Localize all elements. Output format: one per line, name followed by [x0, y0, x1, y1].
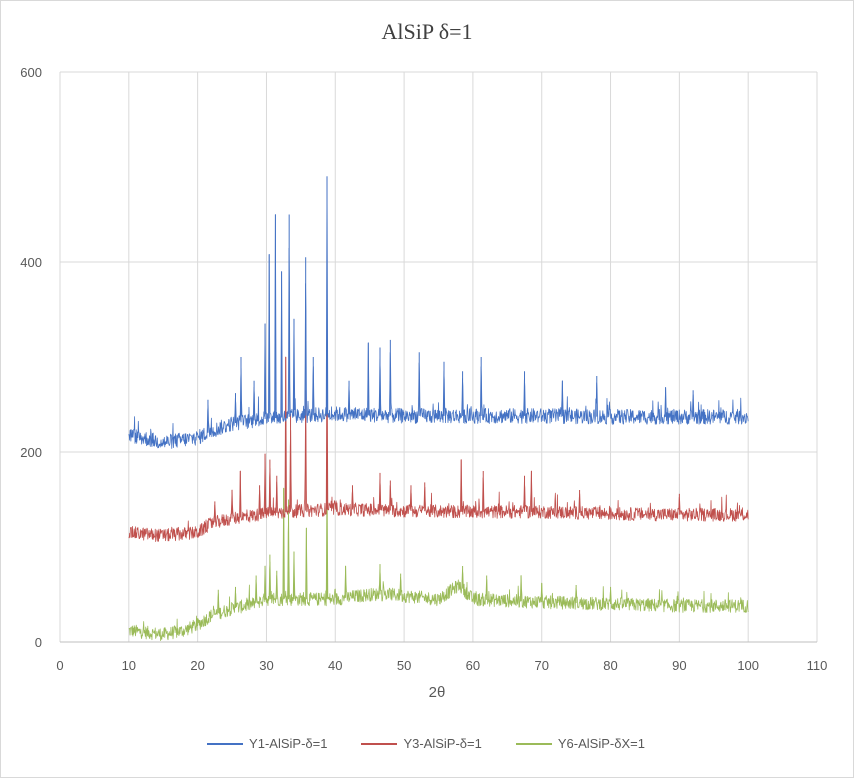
legend: Y1-AlSiP-δ=1 Y3-AlSiP-δ=1 Y6-AlSiP-δX=1 — [0, 736, 852, 751]
series-line — [128, 176, 749, 449]
x-tick-label: 50 — [397, 658, 411, 673]
legend-item: Y6-AlSiP-δX=1 — [515, 736, 645, 751]
legend-swatch — [515, 742, 552, 745]
legend-item: Y1-AlSiP-δ=1 — [207, 736, 327, 751]
x-tick-label: 100 — [737, 658, 759, 673]
series-layer — [128, 176, 749, 642]
legend-label: Y6-AlSiP-δX=1 — [557, 736, 645, 751]
x-tick-label: 90 — [672, 658, 686, 673]
x-tick-label: 0 — [56, 658, 63, 673]
y-tick-label: 600 — [20, 65, 42, 80]
y-tick-label: 200 — [20, 445, 42, 460]
x-axis-title: 2θ — [429, 684, 446, 701]
legend-label: Y1-AlSiP-δ=1 — [249, 736, 328, 751]
series-line — [128, 468, 749, 642]
gridlines — [59, 71, 818, 643]
legend-label: Y3-AlSiP-δ=1 — [403, 736, 482, 751]
axis-ticks: 0 10 20 30 40 50 60 70 80 90 100 110 0 200 400 600 — [20, 65, 827, 673]
legend-swatch — [361, 742, 398, 745]
y-tick-label: 400 — [20, 255, 42, 270]
legend-swatch — [207, 742, 244, 745]
series-line — [128, 328, 749, 542]
x-tick-label: 70 — [534, 658, 548, 673]
x-tick-label: 110 — [807, 658, 828, 673]
x-tick-label: 10 — [122, 658, 136, 673]
x-tick-label: 60 — [466, 658, 480, 673]
x-tick-label: 30 — [259, 658, 273, 673]
chart-title: AlSiP δ=1 — [381, 19, 473, 44]
y-tick-label: 0 — [35, 635, 42, 650]
x-tick-label: 80 — [603, 658, 617, 673]
legend-item: Y3-AlSiP-δ=1 — [361, 736, 482, 751]
x-tick-label: 20 — [190, 658, 204, 673]
x-tick-label: 40 — [328, 658, 342, 673]
